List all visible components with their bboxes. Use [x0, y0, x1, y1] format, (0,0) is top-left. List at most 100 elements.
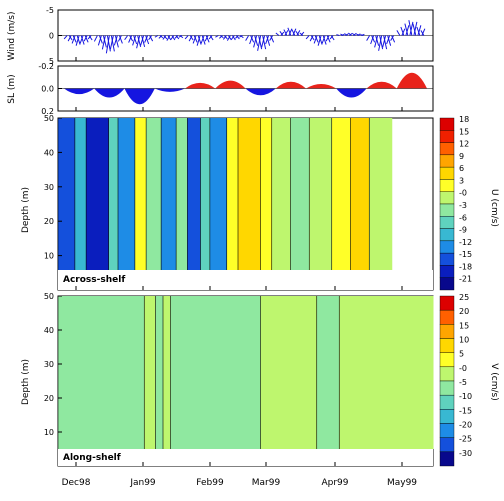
heatmap-column	[339, 296, 434, 449]
colorbar-swatch	[439, 154, 455, 168]
wind-stick	[299, 32, 304, 36]
heatmap-column	[226, 118, 239, 270]
wind-stick	[413, 21, 418, 36]
colorbar-tick-label: -15	[459, 406, 472, 415]
wind-stick	[188, 35, 193, 42]
wind-stick	[72, 35, 77, 43]
heatmap-column	[309, 118, 333, 270]
wind-stick	[318, 35, 323, 45]
wind-panel: 5 0 -5 Wind (m/s)	[7, 6, 434, 66]
wind-stick	[317, 35, 322, 46]
wind-y-ticks: 5 0 -5	[46, 6, 62, 66]
wind-stick	[283, 29, 288, 36]
y-tick-label: 10	[44, 428, 54, 437]
x-axis-ticks: Dec98 Jan99 Feb99 Mar99 Apr99 May99	[62, 57, 417, 488]
colorbar-tick-label: -5	[459, 378, 467, 387]
sea-level-lobe	[185, 82, 216, 89]
wind-stick	[226, 35, 231, 41]
colorbar-swatch	[439, 366, 455, 382]
wind-stick	[149, 35, 154, 42]
colorbar-tick-label: -15	[459, 250, 472, 259]
y-tick-label: 20	[44, 394, 54, 403]
wind-stick	[284, 30, 289, 36]
heatmap-column	[118, 118, 136, 270]
wind-stick	[136, 35, 141, 49]
wind-stick	[140, 35, 145, 46]
colorbar-tick-label: 18	[459, 115, 469, 124]
wind-stick	[275, 32, 280, 36]
heatmap-column	[260, 118, 273, 270]
colorbar-swatch	[439, 380, 455, 396]
colorbar-swatch	[439, 437, 455, 453]
wind-stick	[305, 35, 310, 40]
sea-level-lobe	[215, 80, 246, 89]
wind-stick	[235, 35, 239, 39]
across-colorbar-label: U (cm/s)	[489, 189, 499, 227]
wind-stick	[309, 35, 314, 42]
wind-stick	[383, 35, 388, 50]
colorbar-tick-label: 5	[459, 350, 464, 359]
wind-y-label: Wind (m/s)	[7, 12, 17, 61]
sea-level-lobe	[245, 88, 276, 96]
colorbar-swatch	[439, 117, 455, 131]
heatmap-column	[271, 118, 291, 270]
colorbar-swatch	[439, 252, 455, 266]
colorbar-swatch	[439, 409, 455, 424]
heatmap-column	[163, 296, 171, 449]
colorbar-tick-label: 6	[459, 164, 464, 173]
wind-stick	[279, 30, 284, 36]
y-tick-label: 0.0	[41, 85, 54, 94]
wind-stick	[391, 35, 396, 43]
colorbar-tick-label: 3	[459, 176, 464, 185]
wind-stick	[68, 35, 73, 41]
wind-stick	[253, 35, 258, 48]
wind-stick	[193, 35, 198, 43]
colorbar-swatch	[439, 451, 455, 467]
colorbar-swatch	[439, 338, 455, 353]
wind-stick	[366, 35, 371, 41]
along-y-label: Depth (m)	[21, 359, 31, 405]
wind-stick	[184, 35, 189, 40]
wind-stick	[84, 35, 89, 43]
colorbar-tick-label: -21	[459, 275, 472, 284]
across-heatmap	[57, 118, 393, 270]
sea-level-lobe	[94, 88, 125, 98]
wind-stick	[300, 31, 305, 36]
wind-stick	[257, 35, 262, 51]
wind-stick	[129, 35, 134, 42]
heatmap-column	[144, 296, 156, 449]
x-tick-label: May99	[387, 478, 417, 488]
x-tick-label: Mar99	[252, 478, 281, 488]
wind-stick	[266, 35, 271, 46]
x-tick-label: Apr99	[321, 478, 348, 488]
wind-stick	[175, 35, 180, 40]
heatmap-column	[146, 118, 162, 270]
wind-stick	[71, 35, 76, 44]
heatmap-column	[350, 118, 370, 270]
wind-stick	[110, 35, 115, 52]
wind-stick	[296, 30, 301, 36]
wind-stick	[167, 35, 172, 41]
heatmap-column	[74, 118, 87, 270]
wind-stick	[344, 33, 348, 36]
heatmap-column	[200, 118, 211, 270]
wind-stick	[370, 35, 375, 45]
wind-stick	[204, 35, 209, 42]
along-colorbar: 25 20 15 10 5 -0 -5 -10 -15 -20 -25 -30	[439, 293, 472, 467]
wind-stick	[245, 35, 250, 41]
wind-stick	[295, 30, 300, 36]
wind-stick	[287, 27, 292, 36]
wind-stick	[371, 35, 376, 43]
wind-stick	[80, 35, 85, 45]
wind-stick	[375, 35, 380, 46]
wind-stick	[288, 28, 293, 36]
wind-stick	[409, 21, 414, 36]
y-tick-label: 0.2	[41, 107, 54, 116]
wind-stick	[349, 32, 353, 36]
wind-stick	[321, 35, 326, 44]
wind-stick	[93, 35, 98, 42]
wind-stick	[158, 35, 163, 39]
wind-stick	[387, 35, 392, 46]
across-y-label: Depth (m)	[21, 187, 31, 233]
wind-stick	[322, 35, 327, 45]
